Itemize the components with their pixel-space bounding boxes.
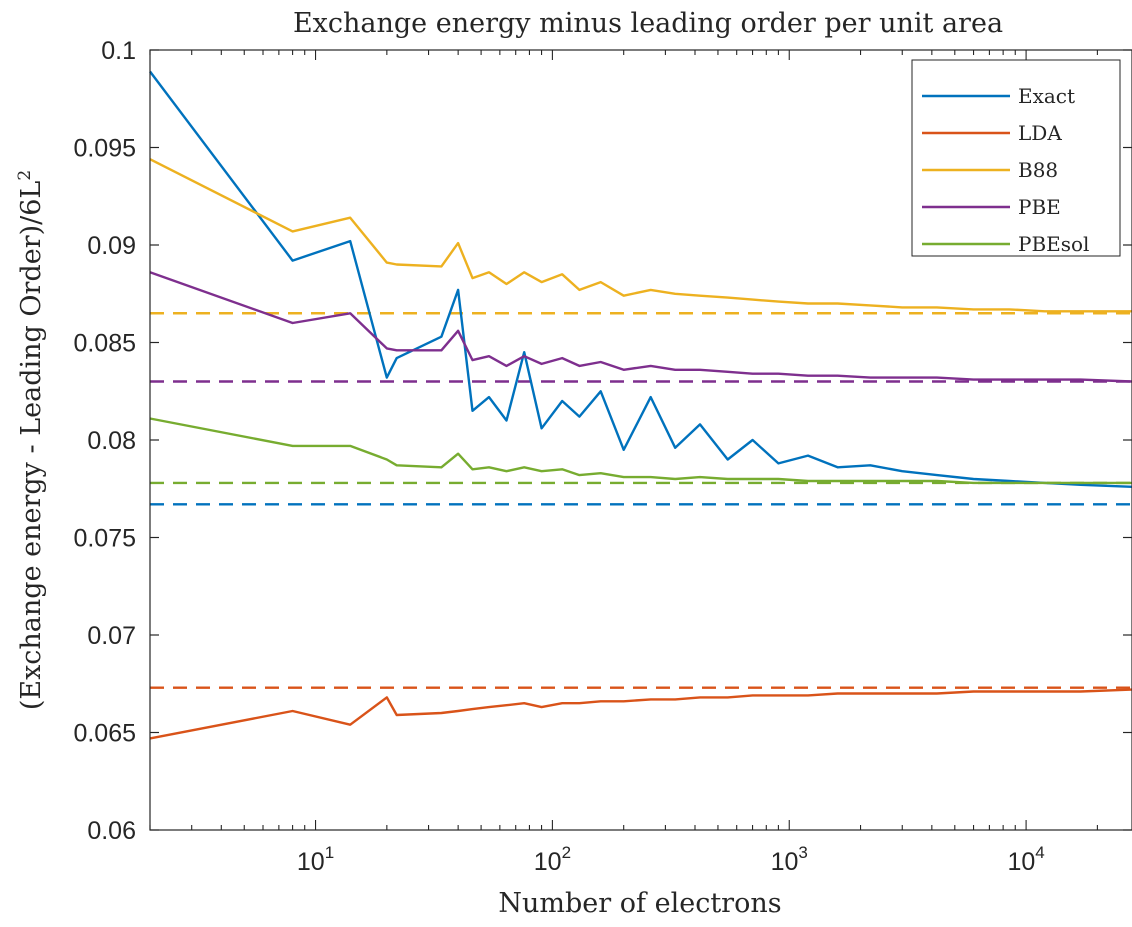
x-axis-ticks: 101 102 103 104: [149, 50, 1098, 876]
x-tick-label: 104: [1007, 843, 1044, 876]
x-tick-label-base: 10: [297, 848, 325, 876]
y-tick-label: 0.1: [101, 37, 136, 65]
legend: Exact LDA B88 PBE PBEsol: [911, 59, 1121, 257]
x-tick-label-exponent: 4: [1035, 843, 1044, 862]
legend-label-b88: B88: [1018, 158, 1058, 182]
legend-label-lda: LDA: [1018, 121, 1062, 145]
x-tick-label-base: 10: [771, 848, 799, 876]
y-tick-label: 0.09: [87, 232, 136, 260]
legend-box: [911, 59, 1121, 257]
y-tick-label: 0.07: [87, 622, 136, 650]
series-line-pbe: [149, 271, 1132, 383]
x-tick-label-exponent: 3: [798, 843, 807, 862]
legend-label-pbesol: PBEsol: [1018, 232, 1089, 256]
x-tick-label: 103: [771, 843, 808, 876]
series-lines: [149, 70, 1132, 740]
y-tick-label: 0.065: [73, 720, 136, 748]
y-axis-label-exponent: 2: [15, 170, 35, 181]
series-line-lda: [149, 688, 1132, 740]
x-tick-label: 101: [297, 843, 334, 876]
y-axis-label: (Exchange energy - Leading Order)/6L2: [15, 170, 47, 710]
y-axis-label-text: (Exchange energy - Leading Order)/6L: [16, 181, 47, 711]
y-tick-label: 0.095: [73, 135, 136, 163]
x-tick-label-exponent: 2: [562, 843, 571, 862]
y-tick-label: 0.06: [87, 817, 136, 845]
legend-label-pbe: PBE: [1018, 195, 1061, 219]
asymptote-lines: [150, 312, 1132, 689]
chart-title: Exchange energy minus leading order per …: [293, 8, 1003, 39]
series-line-pbesol: [149, 417, 1132, 485]
x-tick-label: 102: [534, 843, 571, 876]
x-axis-label: Number of electrons: [498, 888, 781, 919]
y-axis-ticks: 0.06 0.065 0.07 0.075 0.08 0.085 0.09 0.095 0.1: [73, 37, 1132, 845]
y-tick-label: 0.08: [87, 427, 136, 455]
y-tick-label: 0.075: [73, 525, 136, 553]
series-line-exact: [149, 70, 1132, 488]
x-tick-label-base: 10: [1007, 848, 1035, 876]
x-tick-label-exponent: 1: [325, 843, 334, 862]
legend-items: Exact LDA B88 PBE PBEsol: [922, 84, 1089, 256]
x-tick-label-base: 10: [534, 848, 562, 876]
legend-label-exact: Exact: [1018, 84, 1075, 108]
y-tick-label: 0.085: [73, 330, 136, 358]
series-line-b88: [149, 158, 1132, 313]
